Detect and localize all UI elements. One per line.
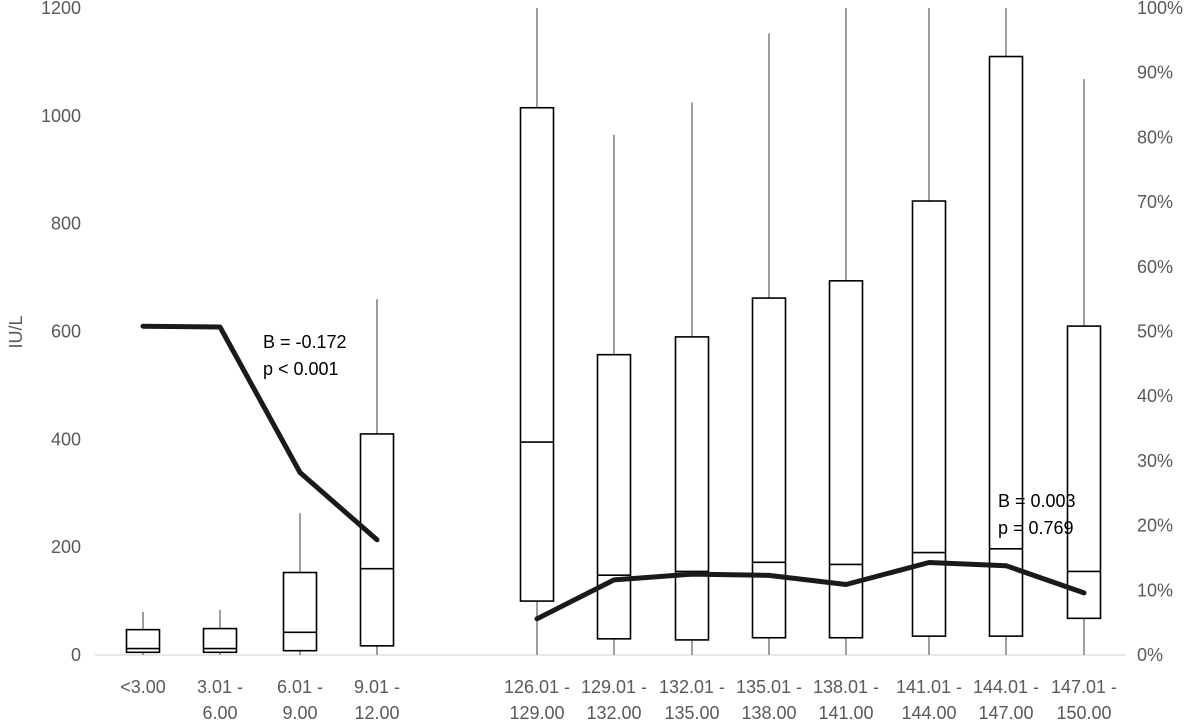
x-tick-label: 6.01 - [277, 677, 323, 697]
x-tick-label: 150.00 [1056, 703, 1111, 721]
box-item [988, 8, 1024, 655]
box-rect [1066, 325, 1102, 620]
x-tick-label: 144.00 [901, 703, 956, 721]
box-item [751, 33, 787, 655]
y2-tick-label: 100% [1137, 0, 1183, 18]
right-y-axis: 0% 10% 20% 30% 40% 50% 60% 70% 80% 90% 100% [1137, 0, 1183, 665]
y2-tick-label: 0% [1137, 645, 1163, 665]
x-tick-label: 129.00 [509, 703, 564, 721]
y2-tick-label: 10% [1137, 580, 1173, 600]
box-rect [751, 297, 787, 639]
annotation-text: p = 0.769 [998, 518, 1074, 538]
y2-tick-label: 40% [1137, 386, 1173, 406]
box-rect [202, 627, 238, 654]
y-tick-label: 800 [51, 214, 81, 234]
x-tick-label: 135.00 [664, 703, 719, 721]
x-tick-label: 126.01 - [504, 677, 570, 697]
trend-line [140, 323, 380, 543]
box-rect [828, 280, 864, 639]
x-tick-label: 132.00 [586, 703, 641, 721]
box-rect [674, 336, 710, 641]
y-tick-label: 400 [51, 429, 81, 449]
x-tick-label: 141.00 [818, 703, 873, 721]
y2-tick-label: 90% [1137, 63, 1173, 83]
x-tick-label: 129.01 - [581, 677, 647, 697]
box-rect [519, 106, 555, 602]
box-series [125, 8, 1102, 655]
box-rect [596, 353, 632, 640]
x-tick-label: 9.00 [282, 703, 317, 721]
x-tick-label: 138.00 [741, 703, 796, 721]
y-tick-label: 1000 [41, 106, 81, 126]
left-y-axis: 0 200 400 600 800 1000 1200 [41, 0, 81, 665]
x-tick-label: 141.01 - [896, 677, 962, 697]
x-tick-label: 144.01 - [973, 677, 1039, 697]
box-item [596, 134, 632, 655]
x-tick-label: 132.01 - [659, 677, 725, 697]
box-rect [125, 628, 161, 654]
y-tick-label: 0 [71, 645, 81, 665]
x-tick-label: 6.00 [202, 703, 237, 721]
x-tick-label: 3.01 - [197, 677, 243, 697]
y-tick-label: 200 [51, 537, 81, 557]
box-item [519, 8, 555, 655]
annotation-text: B = 0.003 [998, 491, 1076, 511]
box-item [911, 8, 947, 655]
x-tick-label: 135.01 - [736, 677, 802, 697]
box-item [359, 299, 395, 655]
box-item [674, 102, 710, 655]
box-item [125, 611, 161, 655]
box-item [282, 513, 318, 655]
box-item [1066, 79, 1102, 655]
annotation-text: p < 0.001 [263, 359, 339, 379]
x-tick-label: 138.01 - [813, 677, 879, 697]
y2-tick-label: 60% [1137, 257, 1173, 277]
box-rect [911, 200, 947, 637]
trend-lines [140, 323, 1087, 622]
x-tick-label: 147.00 [978, 703, 1033, 721]
y2-tick-label: 70% [1137, 192, 1173, 212]
x-tick-label: 147.01 - [1051, 677, 1117, 697]
y2-tick-label: 20% [1137, 516, 1173, 536]
y2-tick-label: 50% [1137, 322, 1173, 342]
y-tick-label: 600 [51, 322, 81, 342]
y2-tick-label: 30% [1137, 451, 1173, 471]
annotation-text: B = -0.172 [263, 332, 347, 352]
y-axis-title: IU/L [6, 315, 26, 348]
x-tick-label: 12.00 [354, 703, 399, 721]
box-item [828, 8, 864, 655]
x-tick-label: <3.00 [120, 677, 166, 697]
trend-line [534, 560, 1087, 622]
box-rect [282, 571, 318, 652]
annotations: B = -0.172 p < 0.001 B = 0.003 p = 0.769 [263, 332, 1076, 538]
box-rect [988, 55, 1024, 637]
y2-tick-label: 80% [1137, 127, 1173, 147]
box-item [202, 609, 238, 655]
x-tick-label: 9.01 - [354, 677, 400, 697]
y-tick-label: 1200 [41, 0, 81, 18]
x-axis-labels: <3.00 3.01 - 6.00 6.01 - 9.00 9.01 - 12.00 126.… [120, 677, 1117, 721]
